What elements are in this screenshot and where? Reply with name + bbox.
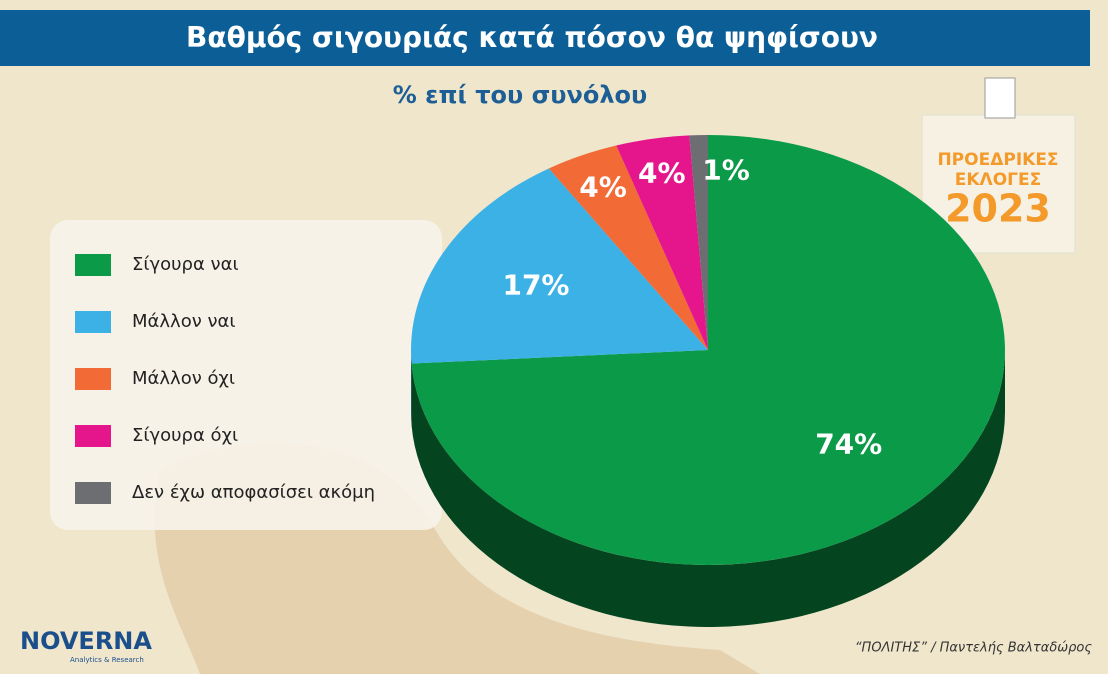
legend-box	[50, 220, 442, 530]
pie-slice	[616, 135, 708, 350]
ballot	[984, 77, 1016, 119]
badge-line: ΕΚΛΟΓΕΣ	[955, 170, 1041, 190]
pie-side	[411, 350, 412, 426]
legend-label: Σίγουρα όχι	[132, 425, 238, 446]
badge-year: 2023	[945, 187, 1051, 231]
data-label: 4%	[638, 157, 686, 190]
logo-tagline: Analytics & Research	[70, 656, 144, 664]
logo: NOVERNA	[20, 627, 152, 655]
pie-slice	[689, 135, 708, 350]
legend-swatch	[75, 482, 111, 504]
legend-label: Δεν έχω αποφασίσει ακόμη	[132, 482, 375, 503]
title-bar	[0, 10, 1090, 66]
pie-slice	[411, 135, 1005, 565]
chart-subtitle: % επί του συνόλου	[393, 81, 647, 109]
data-label: 74%	[815, 428, 882, 461]
pie-side	[411, 350, 1006, 628]
legend-swatch	[75, 311, 111, 333]
legend-swatch	[75, 254, 111, 276]
legend-label: Μάλλον ναι	[132, 311, 236, 332]
legend-label: Μάλλον όχι	[132, 368, 235, 389]
data-label: 4%	[579, 171, 627, 204]
badge: ΠΡΟΕΔΡΙΚΕΣ ΕΚΛΟΓΕΣ 2023	[921, 77, 1076, 254]
pie-slice	[548, 145, 708, 350]
chart-title: Βαθμός σιγουριάς κατά πόσον θα ψηφίσουν	[186, 21, 878, 54]
ballot-box	[921, 114, 1076, 254]
legend-swatch	[75, 368, 111, 390]
source: “ΠΟΛΙΤΗΣ” / Παντελής Βαλταδώρος	[855, 641, 1093, 656]
legend-label: Σίγουρα ναι	[132, 254, 239, 275]
legend-swatch	[75, 425, 111, 447]
badge-line: ΠΡΟΕΔΡΙΚΕΣ	[937, 150, 1058, 170]
data-label: 17%	[502, 269, 569, 302]
pie-slice	[411, 168, 708, 364]
data-label: 1%	[702, 154, 750, 187]
pie: 74% 17% 4% 4% 1%	[411, 135, 1006, 628]
